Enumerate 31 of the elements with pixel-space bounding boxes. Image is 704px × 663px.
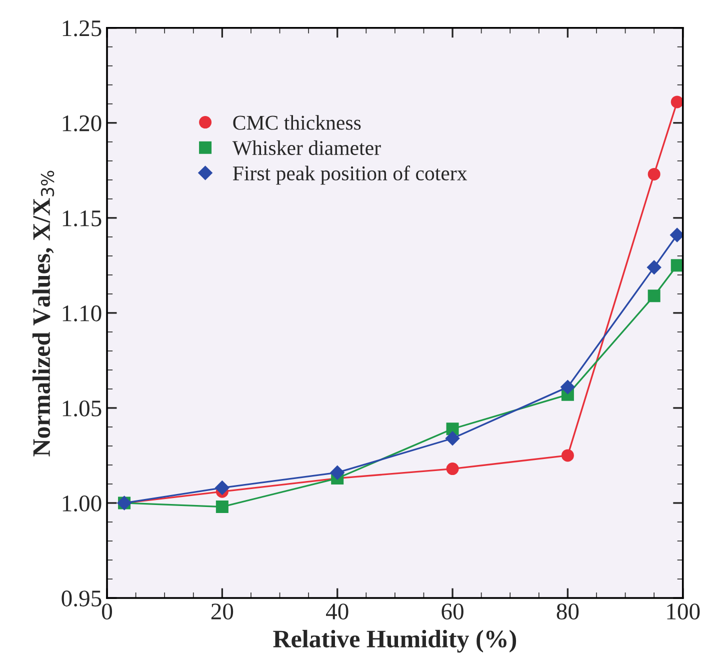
- point: [215, 480, 230, 495]
- x-tick-label: 100: [667, 604, 700, 620]
- y-tick-label: 1.25: [62, 20, 102, 36]
- x-tick-label: 40: [326, 604, 348, 620]
- y-tick-label: 1.00: [62, 495, 102, 512]
- x-tick-label: 60: [442, 604, 464, 620]
- x-tick-label: 20: [211, 604, 234, 620]
- point: [446, 462, 459, 476]
- point: [648, 168, 660, 180]
- point: [670, 259, 683, 272]
- y-tick-label: 1.05: [62, 400, 102, 416]
- point: [561, 449, 574, 462]
- y-tick-label: 1.15: [62, 210, 102, 226]
- point: [648, 290, 660, 302]
- point: [670, 96, 683, 108]
- point: [330, 466, 344, 480]
- y-tick-label: 1.20: [62, 115, 102, 132]
- y-tick-label: 1.10: [62, 305, 102, 322]
- point: [445, 431, 460, 446]
- legend-label: Whisker diameter: [232, 140, 381, 156]
- point: [670, 228, 683, 242]
- x-axis-title: Relative Humidity (%): [273, 630, 516, 653]
- point: [647, 260, 662, 274]
- y-tick-label: 0.95: [62, 590, 102, 607]
- x-tick-label: 80: [556, 604, 579, 620]
- x-tick-label: 0: [102, 604, 112, 620]
- legend-label: CMC thickness: [233, 115, 361, 130]
- y-axis-title: Normalized Values, X/X$_{3%}$: [32, 170, 54, 456]
- legend-label: First peak position of coterx: [232, 166, 468, 185]
- point: [216, 500, 228, 514]
- point: [560, 380, 575, 394]
